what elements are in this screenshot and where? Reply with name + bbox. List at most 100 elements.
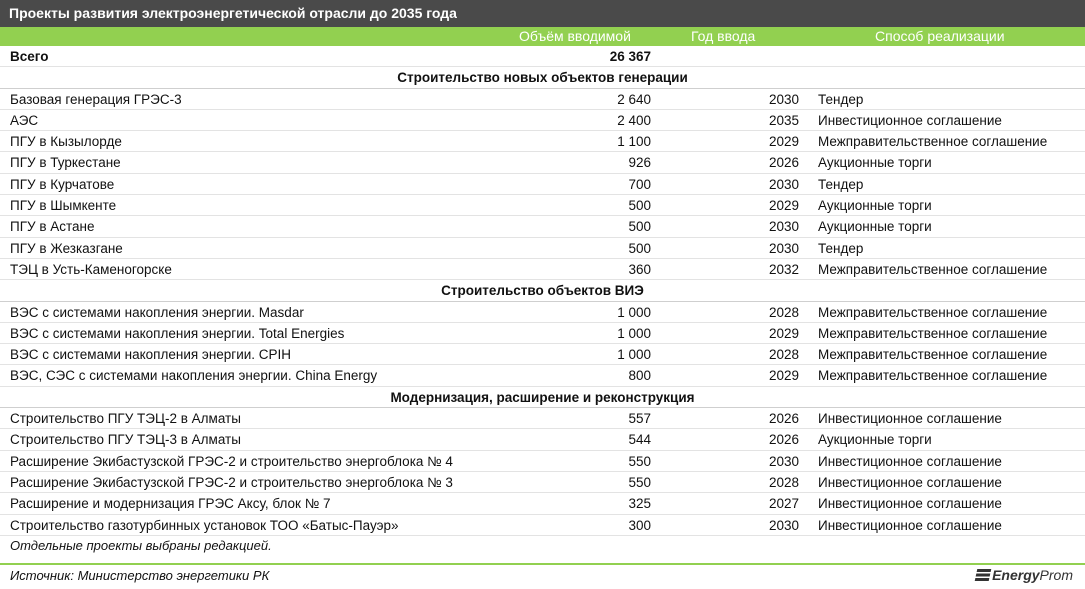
total-volume: 26 367 (609, 49, 651, 64)
project-volume: 2 640 (617, 91, 651, 107)
table-row: ПГУ в Кызылорде 1 100 2029 Межправительстве… (0, 131, 1085, 153)
section-header: Строительство объектов ВИЭ (0, 280, 1085, 302)
project-year: 2030 (768, 240, 799, 256)
table-row: ВЭС, СЭС с системами накопления энергии.… (0, 365, 1085, 387)
project-volume: 300 (628, 517, 651, 533)
project-year: 2035 (768, 112, 799, 128)
table-row: Базовая генерация ГРЭС-3 2 640 2030 Тендер (0, 89, 1085, 110)
project-name: ВЭС с системами накопления энергии. Tota… (10, 325, 345, 341)
project-volume: 2 400 (617, 112, 651, 128)
logo-primary: Energy (992, 567, 1040, 583)
table-row: ВЭС с системами накопления энергии. СРІН… (0, 344, 1085, 366)
project-name: ПГУ в Туркестане (10, 155, 121, 171)
project-method: Аукционные торги (818, 219, 932, 235)
project-method: Тендер (818, 176, 864, 192)
project-name: ВЭС с системами накопления энергии. СРІН (10, 347, 292, 363)
project-volume: 1 000 (617, 347, 651, 363)
project-method: Аукционные торги (818, 155, 932, 171)
total-label: Всего (10, 49, 49, 64)
table-row: Строительство газотурбинных установок ТО… (0, 515, 1085, 536)
project-name: ВЭС с системами накопления энергии. Masd… (10, 304, 304, 320)
project-name: Базовая генерация ГРЭС-3 (10, 91, 182, 107)
project-year: 2026 (768, 411, 799, 427)
project-year: 2029 (768, 325, 799, 341)
project-name: ПГУ в Кызылорде (10, 134, 122, 150)
project-method: Межправительственное соглашение (818, 134, 1048, 150)
column-header-volume: Объём вводимой (519, 28, 631, 44)
project-year: 2028 (768, 304, 799, 320)
column-header-method: Способ реализации (875, 28, 1005, 44)
project-method: Инвестиционное соглашение (818, 517, 1002, 533)
project-method: Инвестиционное соглашение (818, 112, 1002, 128)
editor-note: Отдельные проекты выбраны редакцией. (10, 537, 272, 553)
project-method: Тендер (818, 240, 864, 256)
table-row: ПГУ в Курчатове 700 2030 Тендер (0, 174, 1085, 196)
project-name: Строительство ПГУ ТЭЦ-3 в Алматы (10, 432, 241, 448)
project-volume: 360 (628, 261, 651, 277)
project-method: Инвестиционное соглашение (818, 474, 1002, 490)
project-name: Строительство газотурбинных установок ТО… (10, 517, 399, 533)
project-volume: 926 (628, 155, 651, 171)
project-method: Межправительственное соглашение (818, 304, 1048, 320)
project-name: Расширение Экибастузской ГРЭС-2 и строит… (10, 453, 453, 469)
project-name: ВЭС, СЭС с системами накопления энергии.… (10, 368, 378, 384)
section-title: Модернизация, расширение и реконструкция (390, 389, 695, 405)
table-row: ВЭС с системами накопления энергии. Tota… (0, 323, 1085, 345)
project-method: Межправительственное соглашение (818, 325, 1048, 341)
project-method: Инвестиционное соглашение (818, 453, 1002, 469)
project-method: Аукционные торги (818, 432, 932, 448)
project-volume: 325 (628, 496, 651, 512)
project-volume: 700 (628, 176, 651, 192)
table-row: Расширение и модернизация ГРЭС Аксу, бло… (0, 493, 1085, 515)
project-year: 2026 (768, 432, 799, 448)
section-title: Строительство объектов ВИЭ (441, 283, 644, 299)
section-title: Строительство новых объектов генерации (397, 70, 688, 86)
project-name: ПГУ в Шымкенте (10, 198, 117, 214)
table-row: Строительство ПГУ ТЭЦ-3 в Алматы 544 2026 А… (0, 429, 1085, 451)
column-header-row: Объём вводимой Год ввода Способ реализац… (0, 27, 1085, 46)
table-body: Строительство новых объектов генерации Ба… (0, 67, 1085, 536)
project-name: Строительство ПГУ ТЭЦ-2 в Алматы (10, 411, 241, 427)
table-row: ПГУ в Астане 500 2030 Аукционные торги (0, 216, 1085, 238)
project-method: Межправительственное соглашение (818, 368, 1048, 384)
section-header: Строительство новых объектов генерации (0, 67, 1085, 89)
table-title: Проекты развития электроэнергетической о… (0, 0, 1085, 27)
project-volume: 550 (628, 453, 651, 469)
project-method: Инвестиционное соглашение (818, 411, 1002, 427)
table-row: ПГУ в Туркестане 926 2026 Аукционные торги (0, 152, 1085, 174)
project-volume: 500 (628, 219, 651, 235)
project-volume: 550 (628, 474, 651, 490)
project-name: ТЭЦ в Усть-Каменогорске (10, 261, 172, 277)
project-name: АЭС (10, 112, 39, 128)
project-year: 2030 (768, 453, 799, 469)
project-name: ПГУ в Курчатове (10, 176, 115, 192)
table-row: ПГУ в Шымкенте 500 2029 Аукционные торги (0, 195, 1085, 217)
project-method: Межправительственное соглашение (818, 347, 1048, 363)
footer: Источник: Министерство энергетики РК Ene… (0, 563, 1085, 589)
table-row: ПГУ в Жезказгане 500 2030 Тендер (0, 238, 1085, 259)
project-name: Расширение и модернизация ГРЭС Аксу, бло… (10, 496, 331, 512)
source-text: Источник: Министерство энергетики РК (10, 568, 270, 583)
table-row: ВЭС с системами накопления энергии. Masd… (0, 302, 1085, 323)
table-row: АЭС 2 400 2035 Инвестиционное соглашение (0, 110, 1085, 132)
project-year: 2030 (768, 517, 799, 533)
energyprom-logo: EnergyProm (974, 567, 1073, 583)
section-header: Модернизация, расширение и реконструкция (0, 387, 1085, 409)
project-year: 2026 (768, 155, 799, 171)
project-volume: 800 (628, 368, 651, 384)
project-year: 2027 (768, 496, 799, 512)
project-name: ПГУ в Жезказгане (10, 240, 123, 256)
project-year: 2032 (768, 261, 799, 277)
project-name: ПГУ в Астане (10, 219, 95, 235)
project-year: 2029 (768, 368, 799, 384)
project-year: 2029 (768, 134, 799, 150)
project-volume: 1 000 (617, 325, 651, 341)
table-row: Строительство ПГУ ТЭЦ-2 в Алматы 557 2026 И… (0, 408, 1085, 430)
project-year: 2030 (768, 176, 799, 192)
project-method: Инвестиционное соглашение (818, 496, 1002, 512)
project-volume: 500 (628, 198, 651, 214)
project-volume: 544 (628, 432, 651, 448)
project-name: Расширение Экибастузской ГРЭС-2 и строит… (10, 474, 453, 490)
project-method: Аукционные торги (818, 198, 932, 214)
project-year: 2028 (768, 474, 799, 490)
